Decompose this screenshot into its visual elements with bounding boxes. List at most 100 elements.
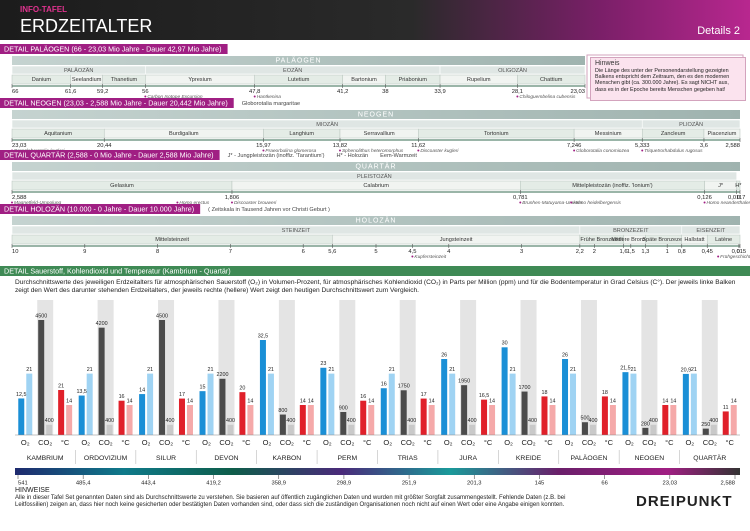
today-value: 400	[468, 418, 477, 424]
today-value: 400	[45, 418, 54, 424]
note-marker	[253, 95, 256, 98]
bar	[18, 398, 25, 435]
bar	[420, 398, 427, 435]
today-value: 21	[26, 367, 32, 373]
today-bar	[167, 424, 174, 435]
metric-label: °C	[484, 438, 493, 447]
today-value: 400	[649, 418, 658, 424]
heading-note: H* - Holozän	[336, 153, 368, 159]
today-bar	[408, 424, 415, 435]
metric-label: °C	[665, 438, 674, 447]
epoch-label: STEINZEIT	[282, 228, 311, 234]
today-value: 21	[87, 367, 93, 373]
note-marker	[144, 95, 147, 98]
stage-label: Hallstatt	[684, 237, 705, 243]
bar-value: 1700	[519, 385, 531, 391]
tick-label: 8	[156, 249, 159, 255]
today-value: 400	[407, 418, 416, 424]
stage-label: Chattium	[540, 77, 563, 83]
metric-label: O₂	[142, 438, 151, 447]
bar	[642, 427, 649, 435]
today-value: 400	[588, 418, 597, 424]
bar	[340, 412, 347, 435]
bar-value: 4500	[156, 313, 168, 319]
today-bar	[469, 424, 476, 435]
today-value: 14	[731, 398, 737, 404]
metric-label: CO₂	[461, 438, 475, 447]
note-marker	[176, 201, 179, 204]
metric-label: O₂	[81, 438, 90, 447]
today-bar	[66, 405, 73, 435]
section-heading-bar	[0, 204, 201, 214]
period-label: PALÄOGEN	[276, 57, 322, 65]
stage	[703, 128, 741, 139]
today-bar	[428, 405, 435, 435]
bar-value: 16	[360, 394, 366, 400]
bar	[400, 390, 407, 435]
co2-backdrop	[641, 300, 658, 435]
stage-label: Latène	[715, 237, 732, 243]
bar	[562, 359, 569, 435]
stage-label: Aquitanium	[44, 131, 72, 137]
bar-value: 14	[139, 387, 145, 393]
bar	[259, 340, 266, 435]
today-value: 14	[489, 398, 495, 404]
metric-label: CO₂	[159, 438, 173, 447]
bar	[98, 327, 105, 435]
bar	[441, 359, 448, 435]
today-value: 14	[610, 398, 616, 404]
era-bar	[15, 468, 740, 475]
period-label: NEOGEN	[358, 112, 394, 119]
tick-label: 7,246	[567, 143, 582, 149]
heading-note: Globorotalia margaritae	[242, 101, 300, 107]
tick-label: 3,6	[700, 143, 708, 149]
note-marker	[641, 149, 644, 152]
tick-label: 38	[382, 89, 388, 95]
bar-value: 800	[278, 408, 287, 414]
bar-value: 280	[641, 421, 650, 427]
epoch	[681, 225, 741, 235]
metric-label: °C	[303, 438, 312, 447]
today-bar	[589, 424, 596, 435]
today-bar	[46, 424, 53, 435]
stage-label: Mittelpleistozän (inoffiz. 'Ionium')	[572, 183, 653, 189]
heading-note: J* - Jungpleistozän (inoffiz. 'Tarantium…	[228, 153, 325, 159]
bar-value: 1950	[458, 379, 470, 385]
today-bar	[509, 373, 516, 435]
metric-label: °C	[182, 438, 191, 447]
metric-label: CO₂	[219, 438, 233, 447]
today-value: 14	[247, 398, 253, 404]
bar	[178, 398, 185, 435]
note-marker	[516, 95, 519, 98]
note-marker	[262, 149, 265, 152]
epoch-label: OLIGOZÄN	[498, 67, 527, 74]
bar-value: 2200	[216, 372, 228, 378]
period-name: ORDOVIZIUM	[84, 455, 128, 462]
bar-value: 16	[381, 382, 387, 388]
bar-value: 20	[239, 386, 245, 392]
bar-value: 13,5	[76, 389, 87, 395]
stage-label: Mittelsteinzeit	[155, 237, 189, 243]
bar	[461, 385, 468, 435]
note-marker	[573, 149, 576, 152]
note-marker	[11, 201, 13, 204]
climate-description: Durchschnittswerte des jeweiligen Erdzei…	[15, 279, 736, 295]
today-value: 400	[286, 418, 295, 424]
boundary-label: 485,4	[76, 481, 91, 487]
today-value: 400	[166, 418, 175, 424]
section-heading: DETAIL NEOGEN (23,03 - 2,588 Mio Jahre -…	[4, 98, 228, 107]
today-bar	[328, 373, 335, 435]
today-bar	[529, 424, 536, 435]
tick-label: 9	[83, 249, 86, 255]
stage-label: Calabrium	[363, 183, 389, 189]
tick-label: 66	[12, 89, 18, 95]
metric-label: CO₂	[38, 438, 52, 447]
note-marker	[230, 201, 233, 204]
note-marker	[717, 255, 720, 258]
header-band	[0, 0, 750, 40]
boundary-label: 66	[601, 481, 607, 487]
bar	[199, 391, 206, 435]
period-name: KARBON	[273, 455, 302, 462]
bar	[219, 378, 226, 435]
tick-label: 28,1	[512, 89, 523, 95]
